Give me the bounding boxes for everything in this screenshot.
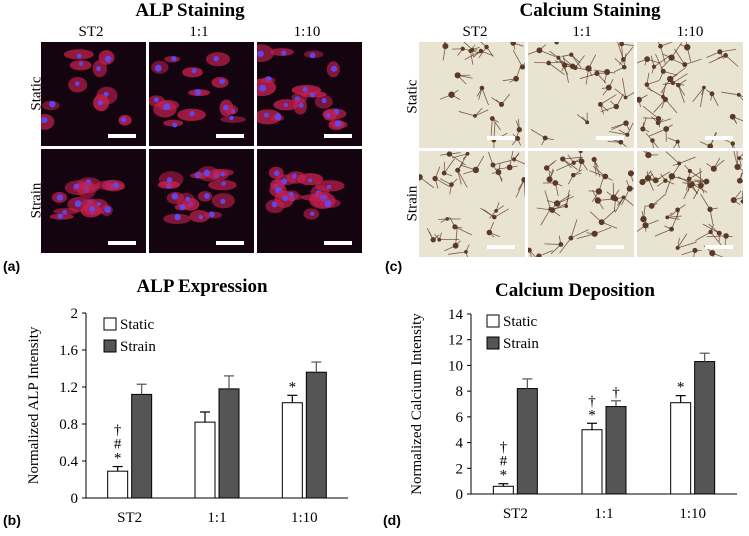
- x-tick-label: ST2: [503, 506, 528, 522]
- bar-strain-0: [516, 388, 538, 495]
- significance-marker: *: [114, 451, 122, 467]
- significance-marker: †: [500, 440, 508, 456]
- bar-strain-0: [131, 393, 153, 499]
- calcium-micrograph-static-st2: [419, 42, 525, 148]
- alp-micrograph-strain-1-1: [149, 149, 254, 253]
- chart-title: Calcium Deposition: [495, 280, 655, 301]
- alp-col-header-1-10: 1:10: [293, 24, 321, 40]
- alp-expression-chart-svg: ALP Expression Normalized ALP Intensity 0 0…: [26, 276, 348, 526]
- y-tick-label: 0.8: [59, 417, 78, 433]
- y-tick-label: 0: [456, 487, 464, 503]
- bar-static-0: [107, 470, 129, 499]
- calcium-micrograph-strain-1-10: [637, 151, 743, 257]
- alp-col-header-1-1: 1:1: [189, 24, 209, 40]
- significance-marker: #: [114, 437, 122, 453]
- y-tick-label: 1.2: [59, 380, 78, 396]
- legend-swatch-static: [103, 317, 117, 331]
- x-tick-label: ST2: [117, 510, 142, 526]
- alp-expression-chart: ALP Expression Normalized ALP Intensity 0 0…: [0, 270, 375, 536]
- calcium-micrograph-static-1-1: [528, 42, 634, 148]
- calcium-deposition-chart-svg: Calcium Deposition Normalized Calcium Int…: [409, 280, 737, 522]
- significance-marker: †: [612, 385, 620, 401]
- legend-swatch-static: [486, 314, 500, 328]
- significance-marker: *: [289, 379, 297, 395]
- legend-label-strain: Strain: [503, 336, 539, 352]
- calcium-col-header-1-1: 1:1: [572, 24, 592, 40]
- bar-static-1: [194, 421, 216, 499]
- legend-label-static: Static: [120, 317, 155, 333]
- bar-static-2: [281, 402, 303, 499]
- calcium-micrograph-strain-st2: [419, 151, 525, 257]
- y-axis-label: Normalized ALP Intensity: [26, 326, 42, 484]
- x-tick-label: 1:10: [679, 506, 706, 522]
- alp-micrograph-static-1-1: [149, 42, 254, 146]
- alp-micrograph-strain-1-10: [257, 149, 362, 253]
- y-tick-label: 1.6: [59, 343, 78, 359]
- y-tick-label: 8: [456, 384, 464, 400]
- legend-label-static: Static: [503, 314, 538, 330]
- bar-strain-2: [694, 361, 716, 495]
- x-tick-label: 1:1: [594, 506, 613, 522]
- alp-col-header-st2: ST2: [78, 24, 104, 40]
- calcium-micrograph-strain-1-1: [528, 151, 634, 257]
- panel-label-a: (a): [3, 258, 21, 274]
- alp-micrograph-static-st2: [41, 42, 146, 146]
- bar-static-0: [492, 485, 514, 495]
- bar-strain-1: [218, 388, 240, 499]
- y-tick-label: 4: [456, 436, 464, 452]
- bar-strain-1: [605, 406, 627, 495]
- alp-micrograph-static-1-10: [257, 42, 362, 146]
- y-tick-label: 6: [456, 410, 464, 426]
- panel-label-c: (c): [385, 258, 403, 274]
- significance-marker: *: [500, 468, 508, 484]
- x-tick-label: 1:1: [207, 510, 226, 526]
- legend-swatch-strain: [103, 339, 117, 353]
- calcium-col-header-1-10: 1:10: [676, 24, 704, 40]
- panel-label-b: (b): [3, 512, 21, 528]
- alp-micrograph-strain-st2: [41, 149, 146, 253]
- y-tick-label: 0.4: [59, 454, 78, 470]
- legend-label-strain: Strain: [120, 339, 156, 355]
- bar-strain-2: [305, 371, 327, 499]
- y-tick-label: 12: [448, 333, 463, 349]
- calcium-staining-title: Calcium Staining: [519, 0, 661, 21]
- chart-title: ALP Expression: [136, 276, 268, 297]
- calcium-col-header-st2: ST2: [462, 24, 488, 40]
- y-tick-label: 0: [71, 491, 79, 507]
- panel-label-d: (d): [383, 512, 401, 528]
- legend-swatch-strain: [486, 336, 500, 350]
- bar-static-2: [670, 402, 692, 495]
- significance-marker: †: [588, 393, 596, 409]
- significance-marker: *: [588, 407, 596, 423]
- calcium-micrograph-static-1-10: [637, 42, 743, 148]
- alp-staining-title: ALP Staining: [135, 0, 245, 21]
- significance-marker: †: [114, 423, 122, 439]
- calcium-deposition-chart: Calcium Deposition Normalized Calcium Int…: [375, 270, 749, 536]
- y-axis-label: Normalized Calcium Intensity: [409, 313, 425, 495]
- significance-marker: *: [677, 380, 685, 396]
- y-tick-label: 2: [71, 306, 79, 322]
- y-tick-label: 14: [448, 307, 464, 323]
- bar-static-1: [581, 429, 603, 495]
- x-tick-label: 1:10: [291, 510, 318, 526]
- y-tick-label: 10: [448, 358, 463, 374]
- significance-marker: #: [500, 454, 508, 470]
- y-tick-label: 2: [456, 461, 464, 477]
